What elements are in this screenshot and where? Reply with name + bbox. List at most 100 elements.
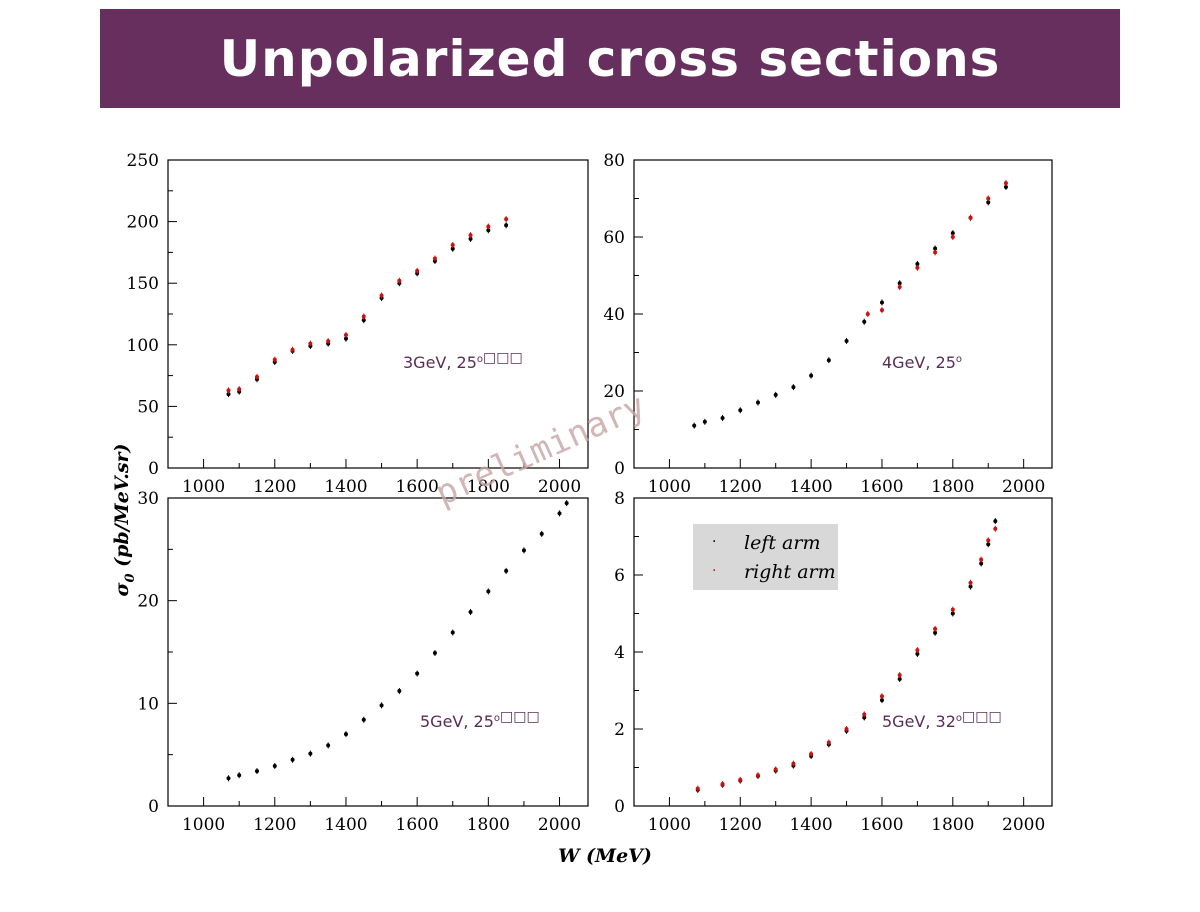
x-tick-label: 1400 — [789, 815, 832, 835]
data-point — [326, 743, 331, 748]
data-point — [844, 338, 849, 343]
chart-panel-3: 1000 1200 1400 1600 1800 2000 0 10 20 30 5GeV, 25o… — [137, 489, 589, 835]
panel-label: 5GeV, 32o□□□ — [882, 709, 1002, 731]
x-tick-label: 1200 — [253, 477, 296, 497]
data-point — [738, 777, 743, 782]
data-point — [226, 388, 231, 393]
x-tick-label: 1400 — [789, 477, 832, 497]
panel-label: 5GeV, 25o□□□ — [420, 709, 540, 731]
y-tick-label: 40 — [603, 305, 625, 325]
data-point — [933, 630, 938, 635]
data-point — [450, 630, 455, 635]
x-tick-label: 1800 — [467, 477, 510, 497]
series-left-arm — [226, 500, 569, 782]
y-axis-label: σ0 (pb/MeV.sr) — [111, 443, 138, 596]
y-tick-label: 4 — [614, 643, 625, 663]
data-point — [468, 233, 473, 238]
data-point — [254, 374, 259, 379]
data-point — [226, 392, 231, 397]
y-tick-label: 50 — [137, 397, 159, 417]
data-point — [933, 626, 938, 631]
data-point — [254, 769, 259, 774]
data-point — [950, 607, 955, 612]
panel-label: 3GeV, 25o□□□ — [403, 350, 523, 372]
data-point — [450, 246, 455, 251]
legend-right-arm-marker: · — [712, 563, 716, 579]
data-point — [915, 265, 920, 270]
x-tick-label: 2000 — [538, 477, 581, 497]
page-title: Unpolarized cross sections — [219, 29, 1001, 88]
data-point — [557, 511, 562, 516]
plot-frame — [167, 159, 589, 469]
data-point — [361, 318, 366, 323]
data-point — [272, 357, 277, 362]
data-point — [290, 347, 295, 352]
x-tick-label: 1600 — [860, 477, 903, 497]
plot-frame — [633, 159, 1053, 469]
x-tick-label: 1800 — [931, 477, 974, 497]
data-point — [879, 300, 884, 305]
data-point — [720, 782, 725, 787]
data-point — [986, 542, 991, 547]
data-point — [809, 373, 814, 378]
x-tick-label: 1200 — [719, 815, 762, 835]
data-point — [950, 235, 955, 239]
data-point — [504, 568, 509, 573]
legend-right-arm-label: right arm — [744, 561, 836, 583]
data-point — [397, 278, 402, 283]
data-point — [993, 526, 998, 531]
x-tick-label: 2000 — [538, 815, 581, 835]
data-point — [950, 231, 955, 236]
chart-panel-2: 1000 1200 1400 1600 1800 2000 0 20 40 60 80 4GeV, 2… — [603, 151, 1053, 497]
x-tick-label: 1800 — [931, 815, 974, 835]
data-point — [791, 385, 796, 390]
panel-label: 4GeV, 25o — [882, 353, 962, 372]
data-point — [791, 761, 796, 766]
y-tick-label: 150 — [127, 274, 159, 294]
data-point — [897, 285, 902, 290]
y-tick-label: 0 — [614, 459, 625, 479]
x-tick-label: 2000 — [1002, 477, 1045, 497]
data-point — [432, 651, 437, 656]
plot-frame — [167, 497, 589, 807]
y-tick-label: 10 — [137, 694, 159, 714]
data-point — [343, 332, 348, 337]
data-point — [738, 408, 743, 413]
y-tick-label: 200 — [127, 213, 159, 233]
data-point — [862, 319, 867, 324]
data-point — [486, 224, 491, 229]
data-point — [343, 732, 348, 737]
data-point — [879, 694, 884, 699]
data-point — [979, 557, 984, 562]
data-point — [521, 548, 526, 553]
data-point — [379, 293, 384, 298]
data-point — [986, 196, 991, 201]
chart-panel-1: 1000 1200 1400 1600 1800 2000 0 50 100 150 200 250 3… — [127, 151, 589, 497]
x-tick-label: 1600 — [396, 477, 439, 497]
legend-left-arm-label: left arm — [744, 532, 820, 554]
series-left-arm — [692, 183, 1008, 429]
y-tick-label: 0 — [148, 797, 159, 817]
data-point — [755, 773, 760, 778]
data-point — [308, 751, 313, 756]
data-point — [237, 773, 242, 778]
data-point — [468, 609, 473, 614]
data-point — [692, 423, 697, 428]
data-point — [844, 727, 849, 731]
data-point — [486, 589, 491, 594]
data-point — [1003, 184, 1008, 189]
x-tick-label: 1400 — [324, 815, 367, 835]
data-point — [226, 776, 231, 781]
data-point — [343, 336, 348, 341]
y-tick-label: 20 — [137, 592, 159, 612]
data-point — [361, 717, 366, 722]
y-tick-label: 2 — [614, 720, 625, 740]
x-tick-label: 1600 — [860, 815, 903, 835]
data-point — [897, 673, 902, 678]
data-point — [326, 339, 331, 344]
data-point — [468, 236, 473, 241]
data-point — [933, 246, 938, 251]
data-point — [432, 256, 437, 261]
data-point — [379, 703, 384, 708]
